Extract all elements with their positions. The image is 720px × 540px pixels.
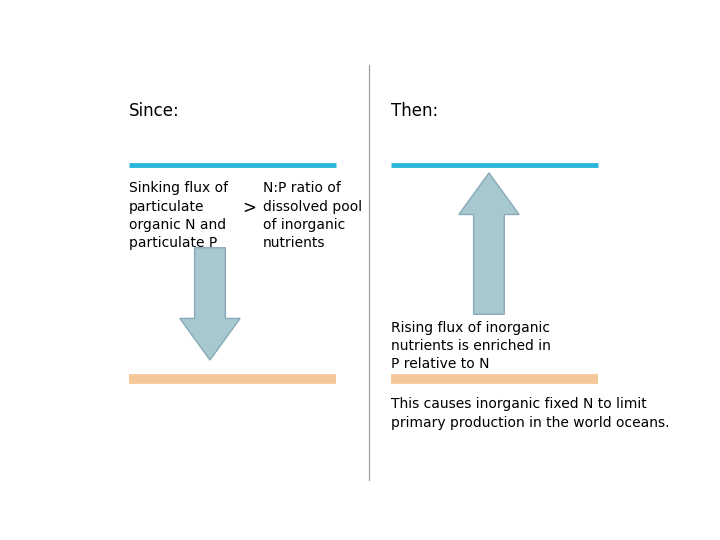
Polygon shape	[459, 173, 519, 314]
Text: Since:: Since:	[129, 102, 180, 120]
Text: Then:: Then:	[392, 102, 438, 120]
Text: N:P ratio of
dissolved pool
of inorganic
nutrients: N:P ratio of dissolved pool of inorganic…	[263, 181, 362, 251]
Text: >: >	[242, 199, 256, 217]
Text: Rising flux of inorganic
nutrients is enriched in
P relative to N: Rising flux of inorganic nutrients is en…	[392, 321, 552, 372]
Polygon shape	[180, 248, 240, 360]
Text: This causes inorganic fixed N to limit
primary production in the world oceans.: This causes inorganic fixed N to limit p…	[392, 397, 670, 430]
Text: Sinking flux of
particulate
organic N and
particulate P: Sinking flux of particulate organic N an…	[129, 181, 228, 251]
